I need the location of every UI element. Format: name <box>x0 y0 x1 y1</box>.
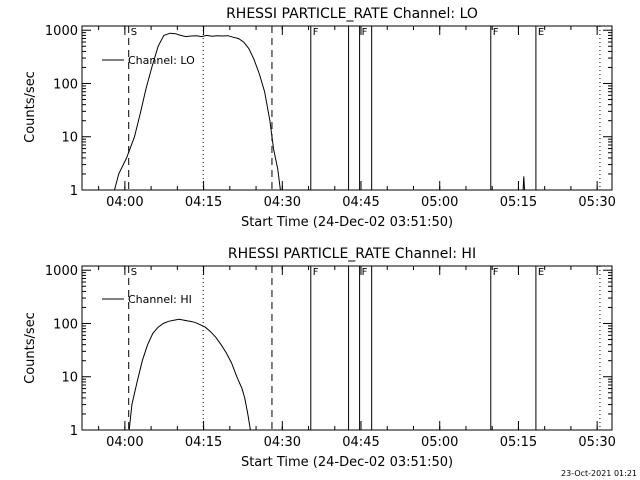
x-tick-label: 04:30 <box>264 195 301 210</box>
x-tick-label: 04:00 <box>106 195 143 210</box>
y-axis-label: Counts/sec <box>23 71 38 143</box>
plot-frame <box>81 265 613 431</box>
y-tick-label: 1 <box>70 184 78 199</box>
event-marker-label: F <box>313 267 319 278</box>
x-tick-label: 04:15 <box>185 195 222 210</box>
event-marker-label: S <box>131 267 137 278</box>
y-tick-label: 10 <box>61 371 78 386</box>
x-tick-label: 04:45 <box>342 435 379 450</box>
event-marker-label: F <box>493 267 499 278</box>
y-tick-label: 100 <box>53 77 78 92</box>
x-tick-label: 04:00 <box>106 435 143 450</box>
series-line-channel-lo <box>113 32 281 190</box>
x-tick-label: 04:30 <box>264 435 301 450</box>
y-tick-label: 100 <box>53 317 78 332</box>
plot-frame <box>81 25 613 191</box>
y-tick-label: 1000 <box>45 264 78 279</box>
legend-label: Channel: HI <box>128 293 192 306</box>
x-tick-label: 05:00 <box>421 195 458 210</box>
data-series <box>113 32 526 190</box>
event-marker-label: F <box>493 27 499 38</box>
legend-label: Channel: LO <box>128 54 195 67</box>
x-tick-label: 05:30 <box>578 195 615 210</box>
event-marker-label: E <box>538 267 544 278</box>
x-tick-label: 05:30 <box>578 435 615 450</box>
x-axis-label: Start Time (24-Dec-02 03:51:50) <box>241 455 453 470</box>
event-marker-label: F <box>362 267 368 278</box>
y-axis-label: Counts/sec <box>23 312 38 384</box>
chart-title: RHESSI PARTICLE_RATE Channel: LO <box>226 6 478 22</box>
panel-hi: RHESSI PARTICLE_RATE Channel: HI Start T… <box>23 246 616 470</box>
x-tick-label: 05:00 <box>421 435 458 450</box>
x-tick-label: 04:15 <box>185 435 222 450</box>
axis-ticks: 04:00 04:15 04:30 04:45 05:00 05:15 05:30 1 10 10… <box>45 264 616 450</box>
x-tick-label: 05:15 <box>500 195 537 210</box>
chart-title: RHESSI PARTICLE_RATE Channel: HI <box>228 246 476 262</box>
event-marker-label: F <box>313 27 319 38</box>
series-line-spike <box>522 176 526 190</box>
event-marker-label: F <box>362 27 368 38</box>
x-tick-label: 05:15 <box>500 435 537 450</box>
footer-timestamp: 23-Oct-2021 01:21 <box>561 469 637 478</box>
series-line-channel-hi <box>128 318 251 430</box>
x-tick-label: 04:45 <box>342 195 379 210</box>
x-axis-label: Start Time (24-Dec-02 03:51:50) <box>241 215 453 230</box>
y-tick-label: 1 <box>70 424 78 439</box>
y-tick-label: 10 <box>61 131 78 146</box>
event-marker-label: E <box>538 27 544 38</box>
event-marker-label: S <box>131 27 137 38</box>
panel-lo: RHESSI PARTICLE_RATE Channel: LO Start T… <box>23 6 616 230</box>
data-series <box>128 318 251 430</box>
y-tick-label: 1000 <box>45 24 78 39</box>
axis-ticks: 04:00 04:15 04:30 04:45 05:00 05:15 05:30 1 10 10… <box>45 24 616 210</box>
